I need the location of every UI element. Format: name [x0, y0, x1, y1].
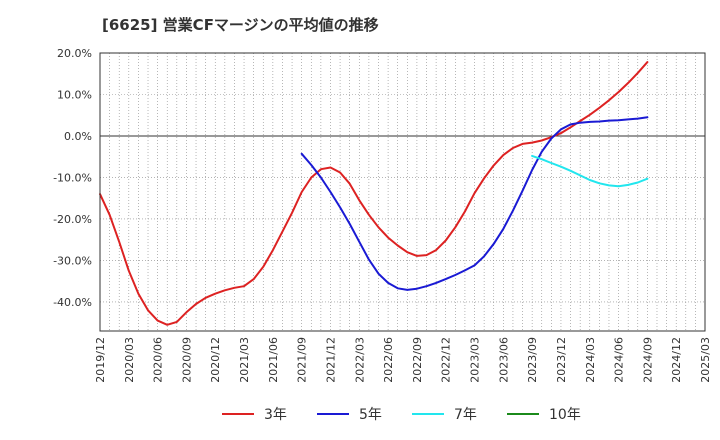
x-tick-label: 2025/03	[699, 337, 712, 383]
chart-title: [6625] 営業CFマージンの平均値の推移	[102, 16, 379, 34]
y-tick-label: 10.0%	[57, 88, 92, 101]
y-axis-ticks: 20.0% 10.0% 0.0% -10.0% -20.0% -30.0% -40.0%	[53, 47, 92, 309]
legend-label: 10年	[549, 407, 581, 423]
x-axis-ticks: 2019/12 2020/03 2020/06 2020/09 2020/12 2021/…	[94, 337, 712, 383]
y-tick-label: 0.0%	[64, 130, 92, 143]
x-tick-label: 2022/06	[382, 337, 395, 383]
y-tick-label: -30.0%	[53, 254, 92, 267]
x-tick-label: 2021/09	[296, 337, 309, 383]
x-tick-label: 2021/06	[267, 337, 280, 383]
x-tick-label: 2023/06	[497, 337, 510, 383]
y-tick-label: -20.0%	[53, 213, 92, 226]
legend-label: 3年	[264, 407, 287, 423]
series-line-7年	[531, 154, 649, 188]
x-tick-label: 2021/03	[238, 337, 251, 383]
series-line-3年	[99, 61, 649, 326]
x-tick-label: 2023/09	[526, 337, 539, 383]
x-tick-label: 2023/03	[469, 337, 482, 383]
x-tick-label: 2020/12	[209, 337, 222, 383]
x-tick-label: 2020/03	[123, 337, 136, 383]
legend-label: 5年	[359, 407, 382, 423]
x-tick-label: 2020/06	[152, 337, 165, 383]
plot-frame	[99, 52, 706, 332]
x-tick-label: 2022/03	[353, 337, 366, 383]
legend: 3年 5年 7年 10年	[222, 407, 581, 423]
y-tick-label: 20.0%	[57, 47, 92, 60]
x-tick-label: 2023/12	[555, 337, 568, 383]
x-tick-label: 2024/03	[584, 337, 597, 383]
x-tick-label: 2024/12	[670, 337, 683, 383]
x-tick-label: 2022/09	[411, 337, 424, 383]
y-tick-label: -10.0%	[53, 171, 92, 184]
legend-label: 7年	[454, 407, 477, 423]
x-tick-label: 2019/12	[94, 337, 107, 383]
series-lines	[99, 61, 649, 326]
x-tick-label: 2024/06	[613, 337, 626, 383]
x-tick-label: 2021/12	[324, 337, 337, 383]
x-tick-label: 2024/09	[641, 337, 654, 383]
x-tick-label: 2020/09	[180, 337, 193, 383]
x-tick-label: 2022/12	[440, 337, 453, 383]
y-tick-label: -40.0%	[53, 296, 92, 309]
series-line-5年	[300, 116, 649, 291]
